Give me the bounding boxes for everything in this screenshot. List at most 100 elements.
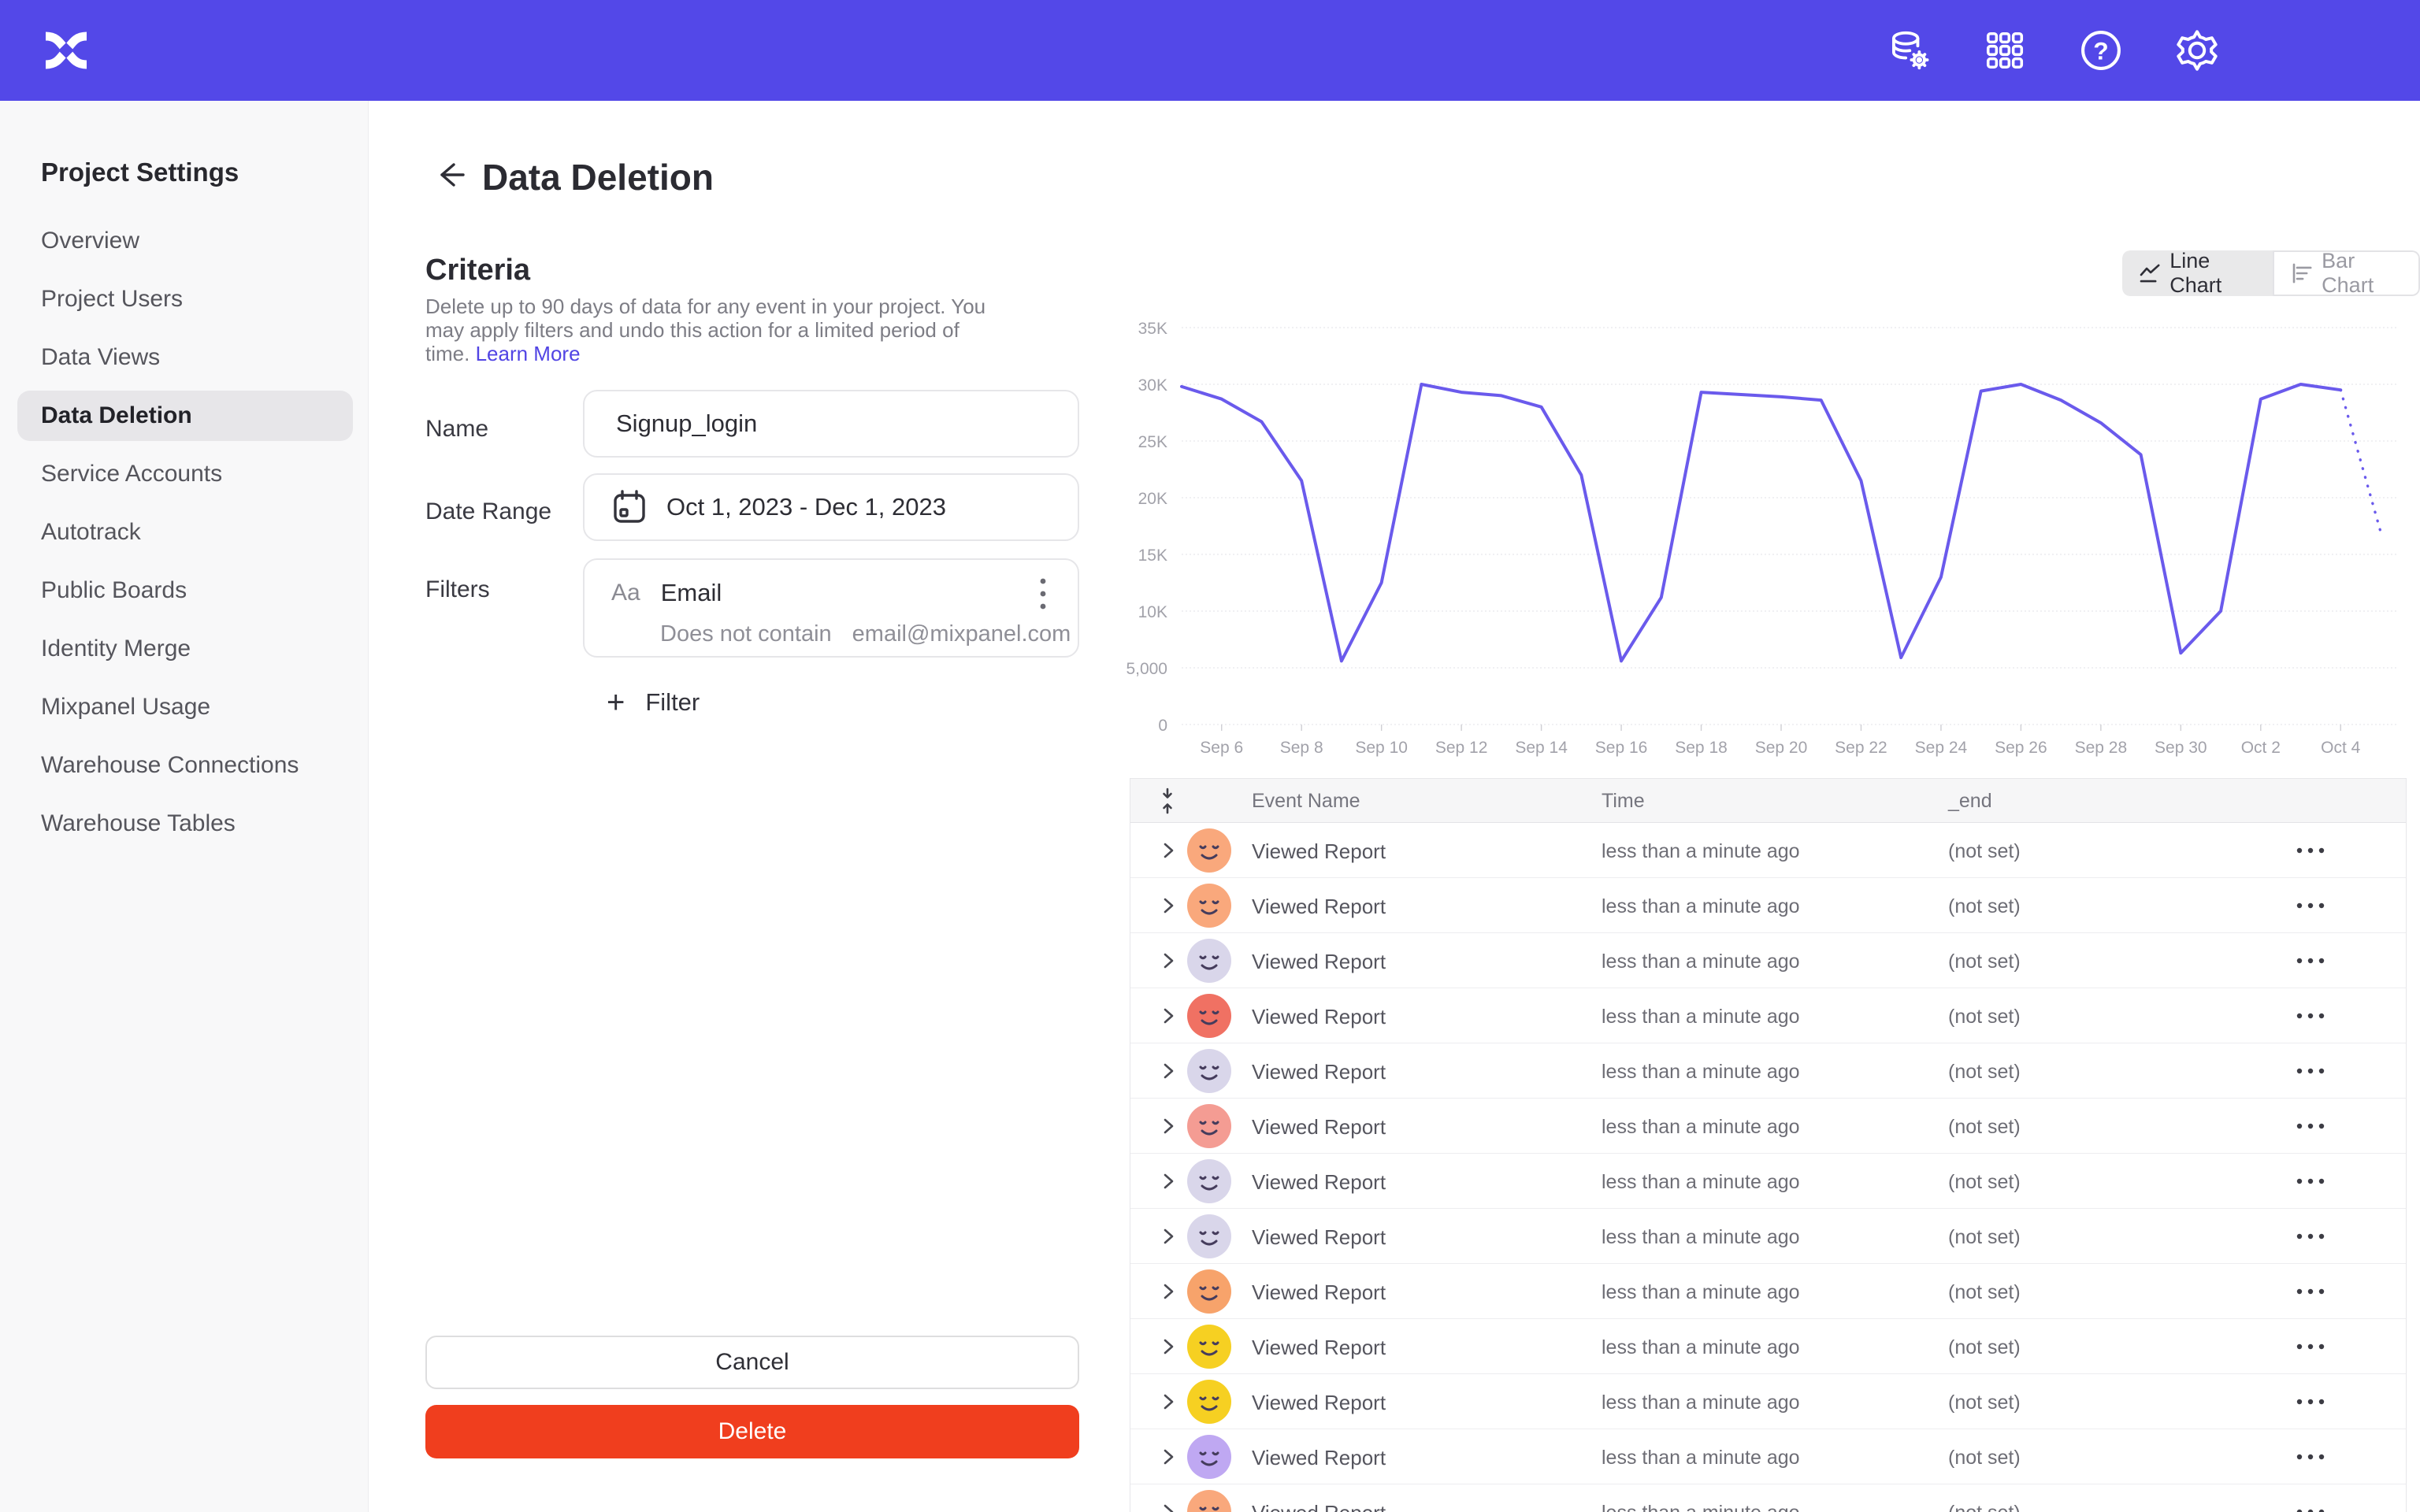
name-input[interactable]: Signup_login xyxy=(583,390,1079,458)
sidebar-item-service-accounts[interactable]: Service Accounts xyxy=(41,461,223,487)
row-options-kebab-icon[interactable] xyxy=(2288,1280,2333,1303)
row-options-kebab-icon[interactable] xyxy=(2288,1336,2333,1358)
expand-chevron-icon[interactable] xyxy=(1157,895,1179,917)
event-name-cell: Viewed Report xyxy=(1252,1336,1386,1359)
learn-more-link[interactable]: Learn More xyxy=(475,342,581,365)
row-options-kebab-icon[interactable] xyxy=(2288,1170,2333,1192)
svg-text:?: ? xyxy=(2093,36,2108,65)
time-cell: less than a minute ago xyxy=(1602,840,1800,862)
mixpanel-logo-icon[interactable] xyxy=(41,28,91,72)
bar-chart-toggle-button[interactable]: Bar Chart xyxy=(2272,250,2420,296)
expand-chevron-icon[interactable] xyxy=(1157,1115,1179,1137)
help-icon[interactable]: ? xyxy=(2078,28,2124,73)
row-options-kebab-icon[interactable] xyxy=(2288,1391,2333,1413)
table-row[interactable]: Viewed Report less than a minute ago (no… xyxy=(1130,1429,2406,1484)
row-options-kebab-icon[interactable] xyxy=(2288,1060,2333,1082)
expand-chevron-icon[interactable] xyxy=(1157,1280,1179,1303)
top-navigation-bar: ? xyxy=(0,0,2420,101)
row-options-kebab-icon[interactable] xyxy=(2288,1501,2333,1512)
table-row[interactable]: Viewed Report less than a minute ago (no… xyxy=(1130,1319,2406,1374)
filter-options-kebab-icon[interactable] xyxy=(1026,576,1060,613)
event-name-cell: Viewed Report xyxy=(1252,1115,1386,1139)
sidebar-item-mixpanel-usage[interactable]: Mixpanel Usage xyxy=(41,694,211,720)
table-row[interactable]: Viewed Report less than a minute ago (no… xyxy=(1130,1154,2406,1209)
table-row[interactable]: Viewed Report less than a minute ago (no… xyxy=(1130,1043,2406,1099)
filters-label: Filters xyxy=(425,576,490,602)
sidebar-item-warehouse-tables[interactable]: Warehouse Tables xyxy=(41,810,236,836)
event-name-cell: Viewed Report xyxy=(1252,1005,1386,1028)
sidebar-item-overview[interactable]: Overview xyxy=(41,228,140,254)
expand-chevron-icon[interactable] xyxy=(1157,1225,1179,1247)
table-row[interactable]: Viewed Report less than a minute ago (no… xyxy=(1130,1374,2406,1429)
sidebar-item-identity-merge[interactable]: Identity Merge xyxy=(41,636,191,662)
svg-text:Sep 22: Sep 22 xyxy=(1835,739,1887,757)
row-options-kebab-icon[interactable] xyxy=(2288,1005,2333,1027)
user-avatar xyxy=(1187,1490,1231,1512)
end-cell: (not set) xyxy=(1948,1226,2021,1248)
expand-chevron-icon[interactable] xyxy=(1157,1170,1179,1192)
events-line-chart[interactable]: 0 5,000 10K 15K 20K 25K 30K 35K Sep 6 Sep 8 Sep 10… xyxy=(1119,306,2418,770)
row-options-kebab-icon[interactable] xyxy=(2288,1446,2333,1468)
table-row[interactable]: Viewed Report less than a minute ago (no… xyxy=(1130,1264,2406,1319)
event-name-cell: Viewed Report xyxy=(1252,950,1386,973)
time-cell: less than a minute ago xyxy=(1602,895,1800,917)
apps-grid-icon[interactable] xyxy=(1982,28,2028,73)
svg-text:35K: 35K xyxy=(1138,320,1167,338)
table-row[interactable]: Viewed Report less than a minute ago (no… xyxy=(1130,988,2406,1043)
filter-condition-row: Does not contain email@mixpanel.com xyxy=(660,621,1071,647)
row-options-kebab-icon[interactable] xyxy=(2288,950,2333,972)
sidebar-item-data-deletion[interactable]: Data Deletion xyxy=(0,387,369,445)
table-row[interactable]: Viewed Report less than a minute ago (no… xyxy=(1130,878,2406,933)
svg-text:Sep 6: Sep 6 xyxy=(1200,739,1243,757)
sidebar-item-data-views[interactable]: Data Views xyxy=(41,344,161,370)
row-options-kebab-icon[interactable] xyxy=(2288,1115,2333,1137)
event-name-cell: Viewed Report xyxy=(1252,1446,1386,1469)
svg-text:Sep 26: Sep 26 xyxy=(1995,739,2047,757)
back-arrow-button[interactable] xyxy=(429,154,470,195)
row-options-kebab-icon[interactable] xyxy=(2288,1225,2333,1247)
svg-text:Sep 8: Sep 8 xyxy=(1280,739,1323,757)
user-avatar xyxy=(1187,994,1231,1038)
data-management-icon[interactable] xyxy=(1886,28,1932,73)
expand-chevron-icon[interactable] xyxy=(1157,1446,1179,1468)
end-cell: (not set) xyxy=(1948,1061,2021,1083)
expand-chevron-icon[interactable] xyxy=(1157,1501,1179,1512)
row-options-kebab-icon[interactable] xyxy=(2288,839,2333,862)
date-range-input[interactable]: Oct 1, 2023 - Dec 1, 2023 xyxy=(583,473,1079,541)
column-header-event-name[interactable]: Event Name xyxy=(1252,790,1360,812)
sidebar-item-warehouse-connections[interactable]: Warehouse Connections xyxy=(41,752,299,778)
table-row[interactable]: Viewed Report less than a minute ago (no… xyxy=(1130,1209,2406,1264)
table-row[interactable]: Viewed Report less than a minute ago (no… xyxy=(1130,1099,2406,1154)
table-row[interactable]: Viewed Report less than a minute ago (no… xyxy=(1130,933,2406,988)
sort-rows-icon[interactable] xyxy=(1157,788,1178,820)
table-row[interactable]: Viewed Report less than a minute ago (no… xyxy=(1130,1484,2406,1512)
svg-text:30K: 30K xyxy=(1138,376,1167,395)
end-cell: (not set) xyxy=(1948,1116,2021,1138)
table-row[interactable]: Viewed Report less than a minute ago (no… xyxy=(1130,823,2406,878)
settings-gear-icon[interactable] xyxy=(2174,28,2220,73)
end-cell: (not set) xyxy=(1948,895,2021,917)
expand-chevron-icon[interactable] xyxy=(1157,1060,1179,1082)
expand-chevron-icon[interactable] xyxy=(1157,1336,1179,1358)
expand-chevron-icon[interactable] xyxy=(1157,950,1179,972)
column-header-end[interactable]: _end xyxy=(1948,790,1992,812)
page-title: Data Deletion xyxy=(482,157,714,198)
line-chart-toggle-button[interactable]: Line Chart xyxy=(2122,250,2273,296)
row-options-kebab-icon[interactable] xyxy=(2288,895,2333,917)
sidebar-list: Overview Project Users Data Views Data Dele… xyxy=(0,212,369,853)
expand-chevron-icon[interactable] xyxy=(1157,839,1179,862)
delete-button[interactable]: Delete xyxy=(425,1405,1079,1458)
bar-chart-toggle-label: Bar Chart xyxy=(2322,250,2374,296)
column-header-time[interactable]: Time xyxy=(1602,790,1645,812)
end-cell: (not set) xyxy=(1948,1392,2021,1414)
sidebar-item-project-users[interactable]: Project Users xyxy=(41,286,184,312)
sidebar-item-autotrack[interactable]: Autotrack xyxy=(41,519,141,545)
expand-chevron-icon[interactable] xyxy=(1157,1005,1179,1027)
end-cell: (not set) xyxy=(1948,1281,2021,1303)
cancel-button[interactable]: Cancel xyxy=(425,1336,1079,1389)
sidebar-item-public-boards[interactable]: Public Boards xyxy=(41,577,187,603)
filter-card[interactable]: Aa Email Does not contain email@mixpanel… xyxy=(583,558,1079,658)
add-filter-button[interactable]: + Filter xyxy=(607,687,700,718)
filter-value: email@mixpanel.com xyxy=(852,621,1071,647)
expand-chevron-icon[interactable] xyxy=(1157,1391,1179,1413)
